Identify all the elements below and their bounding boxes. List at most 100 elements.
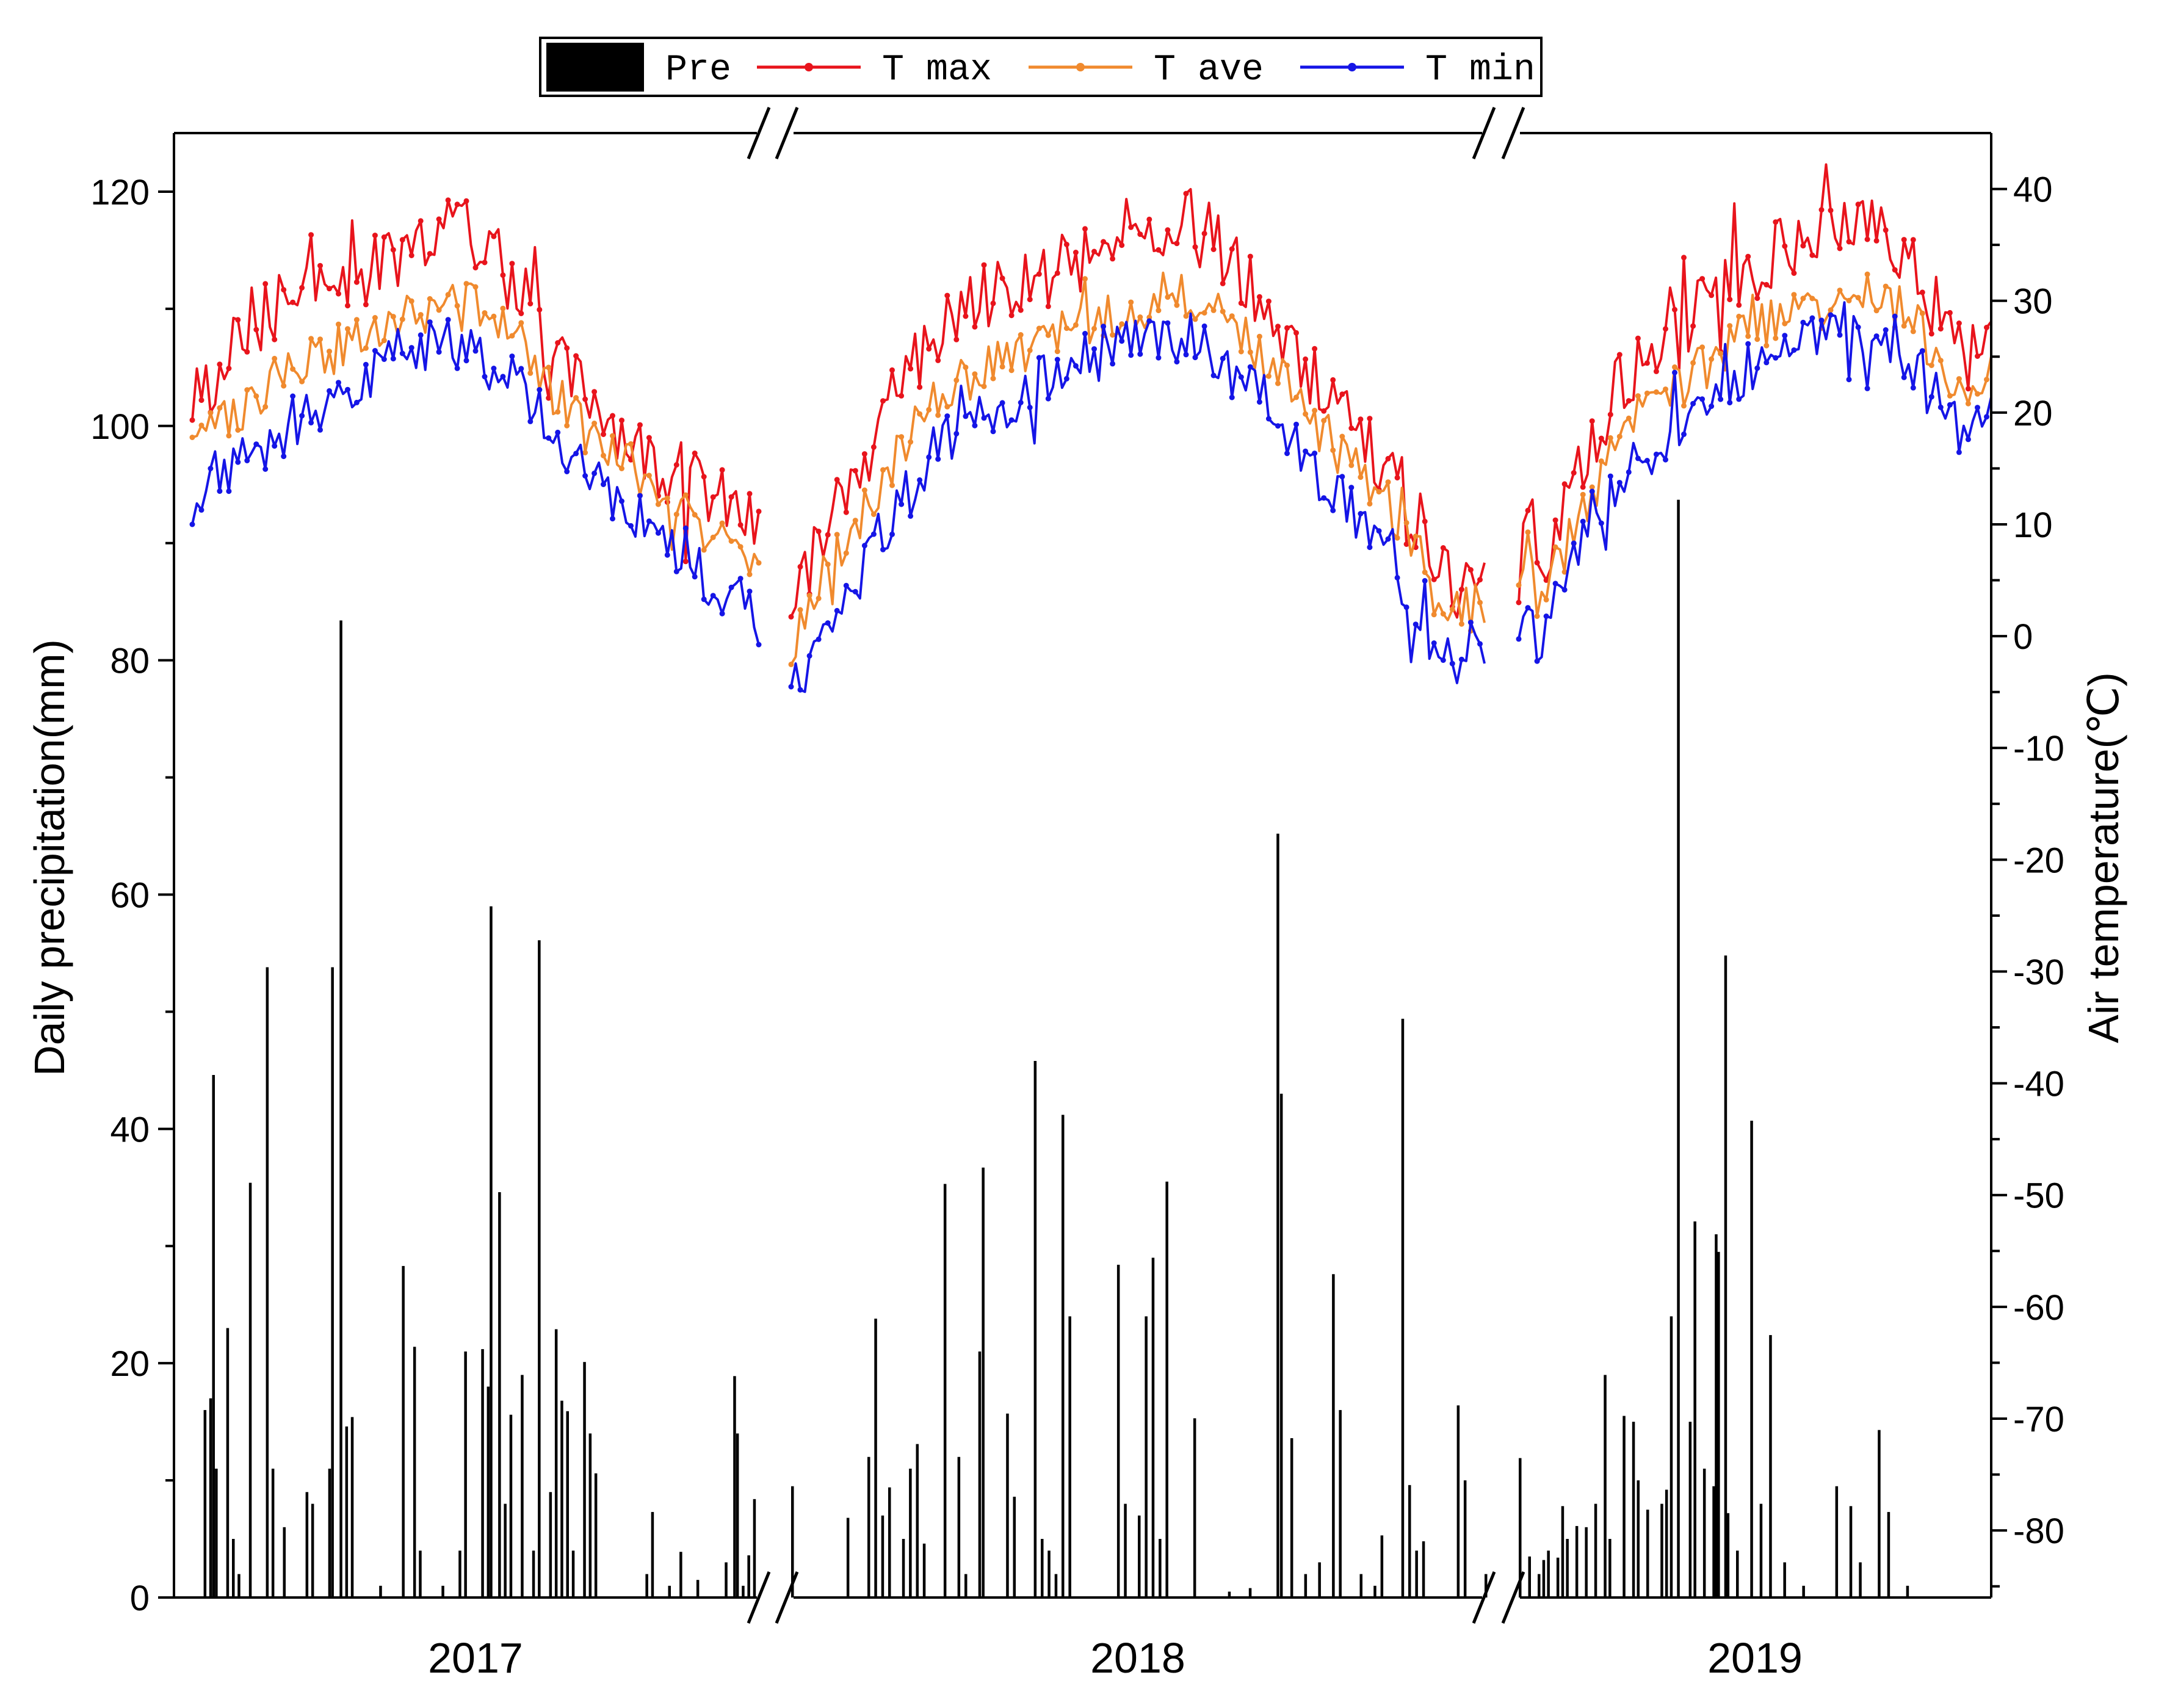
point-tmax <box>1440 545 1446 551</box>
right-tick-label: 20 <box>2013 394 2053 433</box>
point-tmin <box>1828 312 1834 318</box>
point-tave <box>381 338 387 344</box>
point-tave <box>408 298 414 304</box>
precip-bar <box>1646 1510 1649 1598</box>
point-tave <box>852 518 858 524</box>
point-tave <box>390 314 396 320</box>
point-tave <box>308 336 314 342</box>
right-axis: -80 -70 -60 -50 -40 -30 -20 -10 0 10 20 30 40 <box>1991 170 2064 1588</box>
point-tave <box>1458 621 1464 627</box>
point-tmax <box>1818 207 1825 213</box>
point-tave <box>963 364 969 371</box>
right-tick-label: -50 <box>2013 1176 2064 1216</box>
series-tmax-2018 <box>788 188 1486 620</box>
precip-bar <box>1717 1251 1720 1598</box>
precip-bar <box>1906 1585 1909 1598</box>
point-tave <box>834 532 840 538</box>
axis-break-mark <box>1501 107 1525 159</box>
left-tick-label: 80 <box>110 642 150 681</box>
precip-bar <box>549 1492 552 1598</box>
point-tmin <box>917 477 923 483</box>
point-tmin <box>546 435 552 441</box>
point-tmin <box>345 386 350 393</box>
point-tmin <box>272 443 278 449</box>
precip-bar <box>902 1539 905 1598</box>
point-tave <box>1873 308 1879 314</box>
precip-bar <box>1276 833 1279 1598</box>
point-tmin <box>701 596 707 603</box>
point-tave <box>1984 377 1989 383</box>
point-tmax <box>843 509 849 515</box>
point-tmin <box>1800 319 1806 325</box>
point-tmin <box>1146 318 1152 324</box>
point-tmin <box>1947 402 1953 408</box>
point-tave <box>1376 489 1382 495</box>
precip-bar <box>867 1457 870 1598</box>
point-tave <box>1901 323 1907 329</box>
point-tave <box>619 466 624 471</box>
point-tmax <box>972 324 978 330</box>
left-tick-label: 120 <box>90 173 150 212</box>
precip-bar <box>419 1551 422 1598</box>
point-tmin <box>1413 621 1419 628</box>
point-tmax <box>701 474 707 480</box>
precip-bar <box>1608 1539 1612 1598</box>
point-tmin <box>189 521 195 527</box>
precip-bar <box>571 1551 575 1598</box>
point-tave <box>981 383 987 389</box>
precip-bar <box>1632 1422 1635 1598</box>
point-tmax <box>1018 307 1024 313</box>
precip-bar <box>1712 1486 1715 1598</box>
point-tmax <box>1616 352 1623 358</box>
point-tmax <box>564 345 570 351</box>
precip-bar <box>1750 1120 1753 1598</box>
point-tmax <box>1477 577 1483 583</box>
point-tave <box>655 501 661 507</box>
precip-bar <box>1688 1422 1692 1598</box>
point-tave <box>610 433 615 439</box>
point-tmin <box>1653 451 1659 457</box>
point-tmax <box>281 287 287 293</box>
series-tmin-2017 <box>189 317 762 648</box>
point-tave <box>208 410 214 416</box>
point-tmin <box>1431 640 1437 646</box>
legend-label-tmin: T min <box>1425 49 1535 91</box>
point-tave <box>1477 599 1483 606</box>
point-tmax <box>1571 470 1577 476</box>
point-tmax <box>509 261 515 267</box>
precip-bar <box>1802 1585 1805 1598</box>
point-tmax <box>1265 299 1272 305</box>
point-tmin <box>1975 405 1980 411</box>
series-tmin-2018 <box>788 312 1486 693</box>
point-tmax <box>1800 243 1806 249</box>
point-tmin <box>816 636 822 642</box>
precip-bar <box>736 1433 739 1598</box>
point-tave <box>701 547 707 553</box>
point-tave <box>372 315 378 320</box>
point-tmax <box>1910 237 1916 243</box>
point-tmin <box>1782 333 1788 339</box>
right-tick-label: -70 <box>2013 1400 2064 1439</box>
point-tmax <box>1754 295 1760 302</box>
point-tmax <box>1146 216 1152 222</box>
point-tmin <box>198 507 204 513</box>
point-tmin <box>1321 495 1327 501</box>
point-tmax <box>646 435 652 441</box>
legend-label-tave: T ave <box>1154 49 1264 91</box>
point-tave <box>1663 386 1668 393</box>
line-tmin <box>1518 301 1992 663</box>
point-tave <box>710 534 716 540</box>
point-tmin <box>1008 417 1015 423</box>
precip-bar <box>345 1426 349 1598</box>
point-tmax <box>1045 303 1051 309</box>
point-tmin <box>454 365 460 371</box>
precip-bars-2018 <box>791 833 1488 1598</box>
point-tmax <box>390 247 396 253</box>
point-tave <box>1525 529 1531 535</box>
point-tmin <box>1312 451 1318 457</box>
precip-bar <box>982 1167 985 1598</box>
precip-bar <box>1373 1585 1377 1598</box>
point-tmin <box>747 588 753 595</box>
precip-bars-2019 <box>1519 499 1909 1598</box>
